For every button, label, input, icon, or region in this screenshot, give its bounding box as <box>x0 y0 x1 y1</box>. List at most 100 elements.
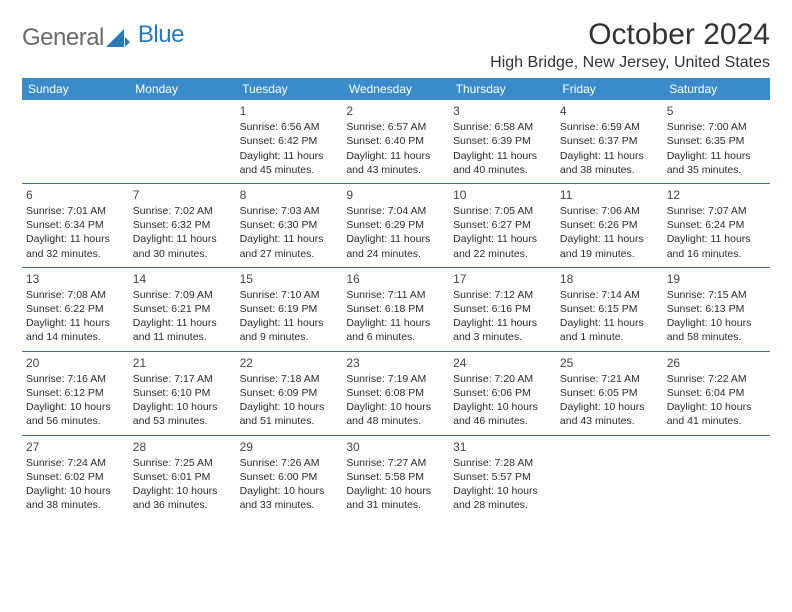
day-number: 29 <box>240 439 339 455</box>
day-sunrise: Sunrise: 6:57 AM <box>346 120 445 134</box>
day-sunset: Sunset: 6:05 PM <box>560 386 659 400</box>
calendar-day-cell: 26Sunrise: 7:22 AMSunset: 6:04 PMDayligh… <box>663 351 770 435</box>
day-sunrise: Sunrise: 7:14 AM <box>560 288 659 302</box>
calendar-day-cell: 13Sunrise: 7:08 AMSunset: 6:22 PMDayligh… <box>22 267 129 351</box>
day-dl1: Daylight: 11 hours <box>133 232 232 246</box>
day-sunset: Sunset: 6:01 PM <box>133 470 232 484</box>
calendar-week-row: 27Sunrise: 7:24 AMSunset: 6:02 PMDayligh… <box>22 435 770 518</box>
page: General Blue October 2024 High Bridge, N… <box>0 0 792 526</box>
day-sunset: Sunset: 5:58 PM <box>346 470 445 484</box>
day-dl2: and 32 minutes. <box>26 247 125 261</box>
weekday-header: Sunday <box>22 78 129 100</box>
day-number: 16 <box>346 271 445 287</box>
day-dl2: and 38 minutes. <box>26 498 125 512</box>
day-sunset: Sunset: 6:24 PM <box>667 218 766 232</box>
day-dl1: Daylight: 11 hours <box>26 316 125 330</box>
calendar-day-cell: 1Sunrise: 6:56 AMSunset: 6:42 PMDaylight… <box>236 100 343 183</box>
day-sunrise: Sunrise: 7:11 AM <box>346 288 445 302</box>
day-dl2: and 35 minutes. <box>667 163 766 177</box>
day-sunset: Sunset: 6:27 PM <box>453 218 552 232</box>
day-dl2: and 40 minutes. <box>453 163 552 177</box>
day-sunset: Sunset: 6:19 PM <box>240 302 339 316</box>
day-dl2: and 11 minutes. <box>133 330 232 344</box>
day-sunset: Sunset: 6:13 PM <box>667 302 766 316</box>
calendar-day-cell: 24Sunrise: 7:20 AMSunset: 6:06 PMDayligh… <box>449 351 556 435</box>
day-dl1: Daylight: 10 hours <box>240 484 339 498</box>
day-sunset: Sunset: 6:40 PM <box>346 134 445 148</box>
day-dl1: Daylight: 11 hours <box>560 149 659 163</box>
day-dl2: and 24 minutes. <box>346 247 445 261</box>
day-sunrise: Sunrise: 7:10 AM <box>240 288 339 302</box>
calendar-day-cell: 4Sunrise: 6:59 AMSunset: 6:37 PMDaylight… <box>556 100 663 183</box>
calendar-day-cell: 25Sunrise: 7:21 AMSunset: 6:05 PMDayligh… <box>556 351 663 435</box>
day-dl1: Daylight: 11 hours <box>240 149 339 163</box>
day-dl1: Daylight: 11 hours <box>453 232 552 246</box>
day-sunrise: Sunrise: 7:06 AM <box>560 204 659 218</box>
day-dl2: and 3 minutes. <box>453 330 552 344</box>
day-number: 6 <box>26 187 125 203</box>
calendar-day-cell: 27Sunrise: 7:24 AMSunset: 6:02 PMDayligh… <box>22 435 129 518</box>
day-number: 25 <box>560 355 659 371</box>
title-block: October 2024 High Bridge, New Jersey, Un… <box>490 18 770 72</box>
day-sunset: Sunset: 6:09 PM <box>240 386 339 400</box>
day-dl1: Daylight: 11 hours <box>667 232 766 246</box>
day-dl2: and 19 minutes. <box>560 247 659 261</box>
logo: General Blue <box>22 18 184 52</box>
day-number: 7 <box>133 187 232 203</box>
calendar-day-cell: 19Sunrise: 7:15 AMSunset: 6:13 PMDayligh… <box>663 267 770 351</box>
calendar-table: Sunday Monday Tuesday Wednesday Thursday… <box>22 78 770 518</box>
day-dl2: and 27 minutes. <box>240 247 339 261</box>
day-number: 20 <box>26 355 125 371</box>
day-number: 14 <box>133 271 232 287</box>
header: General Blue October 2024 High Bridge, N… <box>22 18 770 72</box>
day-sunset: Sunset: 6:15 PM <box>560 302 659 316</box>
day-sunset: Sunset: 6:30 PM <box>240 218 339 232</box>
day-dl1: Daylight: 10 hours <box>26 484 125 498</box>
day-sunset: Sunset: 6:42 PM <box>240 134 339 148</box>
calendar-day-cell: 23Sunrise: 7:19 AMSunset: 6:08 PMDayligh… <box>342 351 449 435</box>
day-dl1: Daylight: 11 hours <box>560 232 659 246</box>
day-dl1: Daylight: 10 hours <box>453 484 552 498</box>
day-sunrise: Sunrise: 7:15 AM <box>667 288 766 302</box>
day-number: 22 <box>240 355 339 371</box>
day-sunset: Sunset: 6:18 PM <box>346 302 445 316</box>
day-sunset: Sunset: 6:16 PM <box>453 302 552 316</box>
day-dl2: and 31 minutes. <box>346 498 445 512</box>
day-number: 23 <box>346 355 445 371</box>
day-sunrise: Sunrise: 6:59 AM <box>560 120 659 134</box>
calendar-day-cell: 5Sunrise: 7:00 AMSunset: 6:35 PMDaylight… <box>663 100 770 183</box>
day-sunrise: Sunrise: 6:56 AM <box>240 120 339 134</box>
day-dl2: and 33 minutes. <box>240 498 339 512</box>
day-number: 13 <box>26 271 125 287</box>
day-sunrise: Sunrise: 7:07 AM <box>667 204 766 218</box>
day-dl2: and 14 minutes. <box>26 330 125 344</box>
day-sunset: Sunset: 6:08 PM <box>346 386 445 400</box>
day-sunrise: Sunrise: 7:28 AM <box>453 456 552 470</box>
day-dl1: Daylight: 10 hours <box>560 400 659 414</box>
day-sunset: Sunset: 6:39 PM <box>453 134 552 148</box>
day-sunrise: Sunrise: 7:08 AM <box>26 288 125 302</box>
day-dl1: Daylight: 11 hours <box>346 232 445 246</box>
day-sunrise: Sunrise: 7:25 AM <box>133 456 232 470</box>
day-dl2: and 30 minutes. <box>133 247 232 261</box>
weekday-header: Monday <box>129 78 236 100</box>
day-dl1: Daylight: 11 hours <box>133 316 232 330</box>
calendar-day-cell: 3Sunrise: 6:58 AMSunset: 6:39 PMDaylight… <box>449 100 556 183</box>
day-number: 9 <box>346 187 445 203</box>
calendar-day-cell: 31Sunrise: 7:28 AMSunset: 5:57 PMDayligh… <box>449 435 556 518</box>
day-number: 19 <box>667 271 766 287</box>
page-title: October 2024 <box>490 18 770 52</box>
day-dl1: Daylight: 10 hours <box>346 400 445 414</box>
day-sunrise: Sunrise: 7:21 AM <box>560 372 659 386</box>
day-dl2: and 48 minutes. <box>346 414 445 428</box>
day-sunrise: Sunrise: 7:12 AM <box>453 288 552 302</box>
day-sunrise: Sunrise: 7:16 AM <box>26 372 125 386</box>
day-sunset: Sunset: 6:35 PM <box>667 134 766 148</box>
calendar-day-cell: 15Sunrise: 7:10 AMSunset: 6:19 PMDayligh… <box>236 267 343 351</box>
day-number: 31 <box>453 439 552 455</box>
day-number: 21 <box>133 355 232 371</box>
calendar-day-cell: 12Sunrise: 7:07 AMSunset: 6:24 PMDayligh… <box>663 183 770 267</box>
day-dl2: and 9 minutes. <box>240 330 339 344</box>
calendar-week-row: 1Sunrise: 6:56 AMSunset: 6:42 PMDaylight… <box>22 100 770 183</box>
day-dl1: Daylight: 11 hours <box>240 232 339 246</box>
